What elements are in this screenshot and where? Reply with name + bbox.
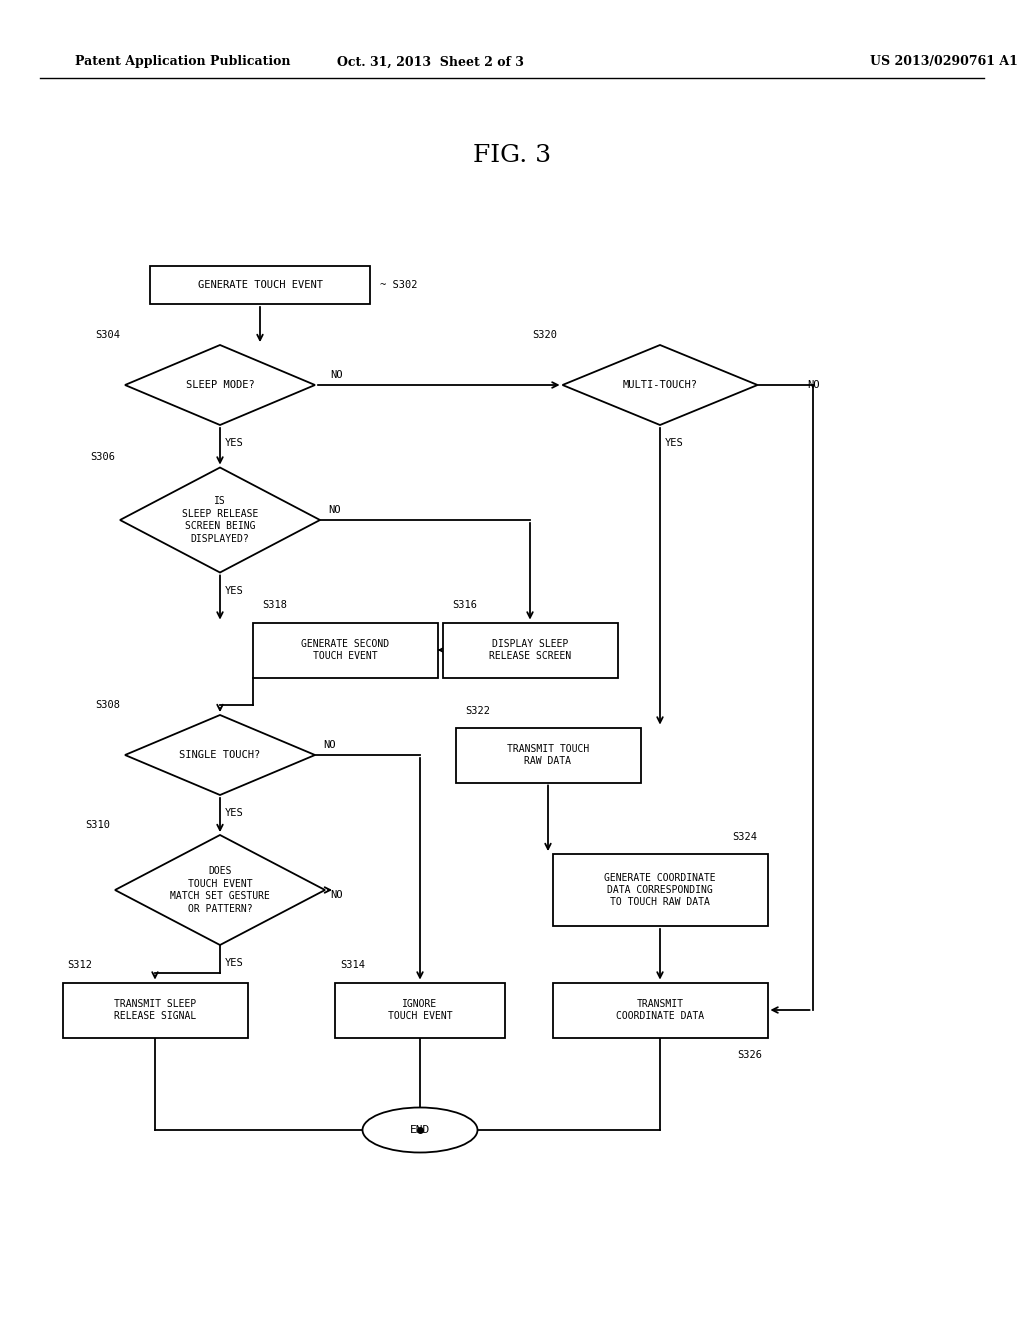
Text: GENERATE SECOND
TOUCH EVENT: GENERATE SECOND TOUCH EVENT <box>301 639 389 661</box>
Ellipse shape <box>362 1107 477 1152</box>
Text: YES: YES <box>225 586 244 595</box>
Text: IS
SLEEP RELEASE
SCREEN BEING
DISPLAYED?: IS SLEEP RELEASE SCREEN BEING DISPLAYED? <box>182 496 258 544</box>
FancyBboxPatch shape <box>442 623 617 677</box>
Text: Patent Application Publication: Patent Application Publication <box>75 55 291 69</box>
Text: GENERATE COORDINATE
DATA CORRESPONDING
TO TOUCH RAW DATA: GENERATE COORDINATE DATA CORRESPONDING T… <box>604 873 716 907</box>
FancyBboxPatch shape <box>553 854 768 927</box>
Polygon shape <box>120 467 319 573</box>
FancyBboxPatch shape <box>553 982 768 1038</box>
Text: S308: S308 <box>95 700 120 710</box>
Text: S314: S314 <box>340 961 365 970</box>
Text: NO: NO <box>328 506 341 515</box>
Polygon shape <box>125 715 315 795</box>
Text: YES: YES <box>225 958 244 968</box>
Text: S316: S316 <box>453 601 477 610</box>
Polygon shape <box>115 836 325 945</box>
Text: S326: S326 <box>737 1049 763 1060</box>
Text: TRANSMIT
COORDINATE DATA: TRANSMIT COORDINATE DATA <box>616 999 705 1022</box>
Text: S318: S318 <box>262 601 288 610</box>
Text: S304: S304 <box>95 330 120 341</box>
Text: S306: S306 <box>90 453 115 462</box>
Text: YES: YES <box>225 438 244 447</box>
Text: S324: S324 <box>732 832 758 842</box>
Text: S322: S322 <box>466 705 490 715</box>
FancyBboxPatch shape <box>253 623 437 677</box>
Text: MULTI-TOUCH?: MULTI-TOUCH? <box>623 380 697 389</box>
Text: YES: YES <box>665 438 684 447</box>
Text: DOES
TOUCH EVENT
MATCH SET GESTURE
OR PATTERN?: DOES TOUCH EVENT MATCH SET GESTURE OR PA… <box>170 866 270 913</box>
Text: FIG. 3: FIG. 3 <box>473 144 551 166</box>
Text: US 2013/0290761 A1: US 2013/0290761 A1 <box>870 55 1018 69</box>
Text: END: END <box>410 1125 430 1135</box>
Text: SLEEP MODE?: SLEEP MODE? <box>185 380 254 389</box>
Text: TRANSMIT TOUCH
RAW DATA: TRANSMIT TOUCH RAW DATA <box>507 743 589 766</box>
Text: IGNORE
TOUCH EVENT: IGNORE TOUCH EVENT <box>388 999 453 1022</box>
Text: NO: NO <box>330 370 342 380</box>
Text: NO: NO <box>323 741 336 750</box>
FancyBboxPatch shape <box>62 982 248 1038</box>
FancyBboxPatch shape <box>150 267 370 304</box>
FancyBboxPatch shape <box>335 982 505 1038</box>
FancyBboxPatch shape <box>456 727 640 783</box>
Text: S312: S312 <box>68 961 92 970</box>
Text: S320: S320 <box>532 330 557 341</box>
Text: ~ S302: ~ S302 <box>380 280 418 290</box>
Text: Oct. 31, 2013  Sheet 2 of 3: Oct. 31, 2013 Sheet 2 of 3 <box>337 55 523 69</box>
Text: DISPLAY SLEEP
RELEASE SCREEN: DISPLAY SLEEP RELEASE SCREEN <box>488 639 571 661</box>
Text: YES: YES <box>225 808 244 818</box>
Text: TRANSMIT SLEEP
RELEASE SIGNAL: TRANSMIT SLEEP RELEASE SIGNAL <box>114 999 197 1022</box>
Polygon shape <box>562 345 758 425</box>
Text: NO: NO <box>330 890 342 900</box>
Text: GENERATE TOUCH EVENT: GENERATE TOUCH EVENT <box>198 280 323 290</box>
Text: S310: S310 <box>85 820 110 830</box>
Text: NO: NO <box>808 380 820 389</box>
Polygon shape <box>125 345 315 425</box>
Text: SINGLE TOUCH?: SINGLE TOUCH? <box>179 750 261 760</box>
